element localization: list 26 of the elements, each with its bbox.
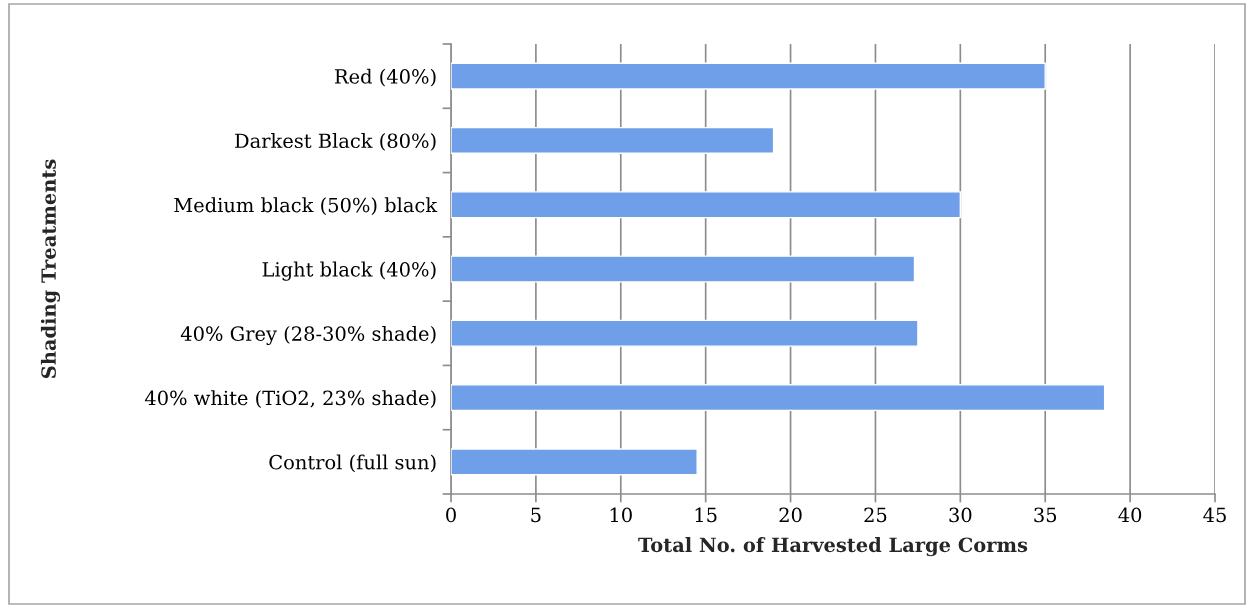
x-tick-label: 10	[610, 507, 632, 523]
x-tick-label: 0	[446, 507, 456, 523]
y-tick-label: 40% Grey (28-30% shade)	[180, 325, 436, 345]
bar	[451, 255, 916, 283]
bar	[451, 126, 775, 154]
bar	[451, 448, 698, 476]
x-tick-label: 35	[1034, 507, 1057, 523]
x-axis-title: Total No. of Harvested Large Corms	[638, 537, 1028, 557]
y-tick-label: Light black (40%)	[262, 261, 436, 281]
bar	[451, 319, 919, 347]
bar	[451, 62, 1046, 90]
y-tick-label: Darkest Black (80%)	[235, 133, 436, 151]
bar	[451, 384, 1106, 412]
x-tick-label: 40	[1118, 507, 1142, 523]
x-tick-label: 20	[779, 507, 802, 523]
x-tick-label: 25	[864, 507, 887, 523]
y-tick-label: Red (40%)	[335, 68, 436, 87]
y-tick-label: 40% white (TiO2, 23% shade)	[144, 390, 436, 408]
x-tick-label: 5	[531, 507, 541, 523]
y-tick-label: Control (full sun)	[269, 454, 436, 473]
bar	[451, 191, 962, 219]
y-tick-label: Medium black (50%) black	[174, 197, 438, 216]
x-tick-label: 15	[695, 507, 717, 523]
y-axis-title: Shading Treatments	[40, 159, 60, 378]
x-tick-label: 45	[1203, 507, 1226, 523]
x-tick-label: 30	[949, 507, 972, 523]
